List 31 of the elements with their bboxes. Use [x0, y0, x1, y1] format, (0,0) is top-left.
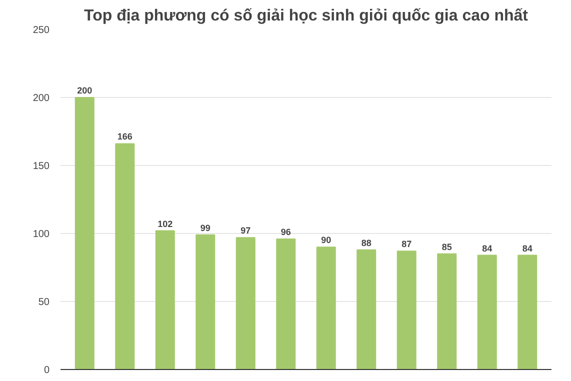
bar [155, 230, 175, 370]
y-tick-label: 250 [32, 25, 50, 36]
bar [518, 254, 538, 370]
data-label: 166 [117, 132, 132, 142]
data-label: 96 [280, 226, 291, 237]
data-label: 97 [240, 226, 251, 236]
bar [437, 253, 457, 370]
bar [236, 237, 256, 370]
y-tick-label: 0 [44, 365, 50, 376]
data-label: 84 [482, 243, 492, 254]
y-tick-label: 200 [32, 93, 50, 104]
bar [276, 238, 296, 370]
chart-title: Top địa phương có số giải học sinh giỏi quốc gia cao nhất [84, 8, 529, 24]
data-label: 85 [442, 242, 452, 252]
data-label: 102 [158, 218, 173, 229]
bar [74, 97, 94, 370]
y-tick-label: 150 [32, 161, 50, 172]
bar [396, 250, 416, 370]
bar [356, 249, 376, 370]
data-label: 99 [200, 222, 210, 233]
bar [196, 234, 216, 370]
data-label: 88 [361, 238, 372, 248]
data-label: 200 [77, 86, 92, 96]
data-label: 84 [522, 243, 532, 254]
data-label: 87 [402, 239, 412, 250]
bar [115, 143, 135, 370]
bar [477, 254, 497, 370]
bar [316, 246, 336, 370]
data-label: 90 [321, 235, 332, 246]
y-tick-label: 100 [32, 229, 50, 240]
y-tick-label: 50 [38, 297, 50, 308]
